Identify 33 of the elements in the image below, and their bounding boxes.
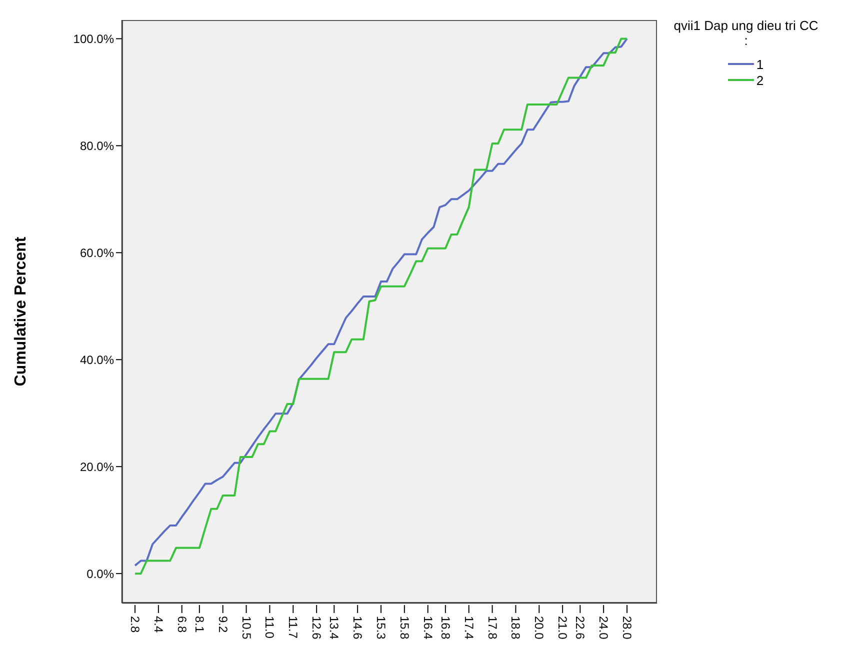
legend-label: 1 [756, 56, 764, 72]
x-tick-label: 17.8 [485, 616, 500, 640]
x-tick-label: 9.2 [216, 616, 230, 634]
x-tick-label: 21.0 [556, 616, 570, 640]
x-tick-label: 12.6 [310, 616, 324, 640]
x-tick-label: 14.6 [350, 616, 365, 640]
x-tick-label: 16.4 [420, 616, 435, 640]
x-tick-label: 24.0 [596, 616, 611, 640]
x-tick-label: 2.8 [128, 616, 142, 634]
x-tick-label: 11.0 [262, 616, 277, 639]
y-tick-label: 20.0% [80, 460, 114, 474]
x-tick-label: 4.4 [151, 616, 166, 634]
x-tick-label: 18.8 [508, 616, 523, 640]
x-tick-label: 28.0 [620, 616, 634, 640]
x-tick-label: 13.4 [327, 616, 342, 640]
legend-label: 2 [756, 72, 764, 88]
x-tick-label: 11.7 [286, 616, 300, 639]
y-tick-label: 80.0% [80, 138, 114, 153]
x-tick-label: 17.4 [462, 616, 476, 640]
x-tick-label: 10.5 [239, 616, 254, 640]
x-tick-label: 20.0 [532, 616, 546, 640]
y-tick-label: 40.0% [80, 352, 114, 367]
x-tick-label: 8.1 [192, 616, 206, 634]
y-tick-label: 60.0% [80, 246, 114, 260]
x-tick-label: 15.3 [374, 616, 388, 640]
y-tick-label: 100.0% [73, 32, 114, 46]
x-tick-label: 16.8 [438, 616, 452, 640]
x-tick-label: 6.8 [174, 616, 189, 634]
legend-title: qvii1 Dap ung dieu tri CC : [672, 18, 820, 48]
x-tick-label: 22.6 [573, 616, 588, 640]
x-tick-label: 15.8 [397, 616, 412, 640]
y-axis-title: Cumulative Percent [12, 236, 30, 386]
y-tick-label: 0.0% [86, 566, 114, 581]
